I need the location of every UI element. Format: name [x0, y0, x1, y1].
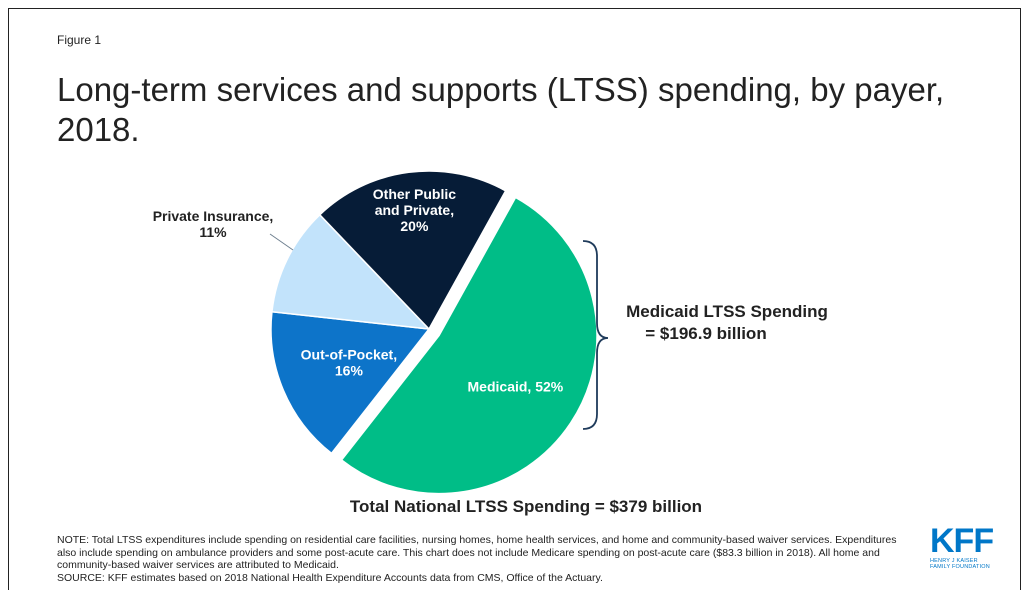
logo-wordmark: KFF — [930, 522, 994, 560]
chart-title: Long-term services and supports (LTSS) s… — [57, 71, 945, 148]
pie-slice-medicaid — [340, 196, 598, 495]
slice-label-line: 20% — [400, 218, 429, 234]
figure-frame — [8, 8, 1021, 590]
logo-line-1: HENRY J KAISER — [930, 558, 978, 564]
private-insurance-leader — [269, 233, 294, 251]
figure-label: Figure 1 — [57, 33, 102, 47]
slice-label-line: 16% — [335, 363, 364, 379]
medicaid-brace — [582, 240, 609, 430]
slice-label-line: Private Insurance, — [153, 208, 274, 224]
slice-label-line: Other Public — [373, 186, 456, 202]
note-text: NOTE: Total LTSS expenditures include sp… — [57, 534, 897, 571]
chart-note: NOTE: Total LTSS expenditures include sp… — [57, 534, 912, 584]
kff-logo: KFF HENRY J KAISER FAMILY FOUNDATION — [930, 524, 1005, 570]
pie-slice-out-of-pocket — [270, 310, 431, 455]
slice-label-private-insurance: Private Insurance, 11% — [153, 208, 274, 240]
slice-label-medicaid: Medicaid, 52% — [468, 378, 564, 394]
slice-label-line: 11% — [199, 224, 227, 240]
medicaid-callout-line-2: = $196.9 billion — [645, 324, 766, 343]
source-text: SOURCE: KFF estimates based on 2018 Nati… — [57, 571, 603, 584]
slice-label-other-public-and-private: Other Public and Private, 20% — [373, 186, 456, 234]
slice-label-out-of-pocket: Out-of-Pocket, 16% — [301, 347, 397, 379]
total-spending-label: Total National LTSS Spending = $379 bill… — [350, 497, 702, 516]
slice-label-line: Medicaid, 52% — [468, 378, 564, 394]
pie-slice-private-insurance — [271, 213, 431, 330]
logo-line-2: FAMILY FOUNDATION — [930, 564, 990, 570]
medicaid-callout-line-1: Medicaid LTSS Spending — [626, 302, 828, 321]
pie-slice-other-public-and-private — [318, 170, 507, 331]
slice-label-line: Out-of-Pocket, — [301, 347, 397, 363]
slice-label-line: and Private, — [375, 202, 454, 218]
